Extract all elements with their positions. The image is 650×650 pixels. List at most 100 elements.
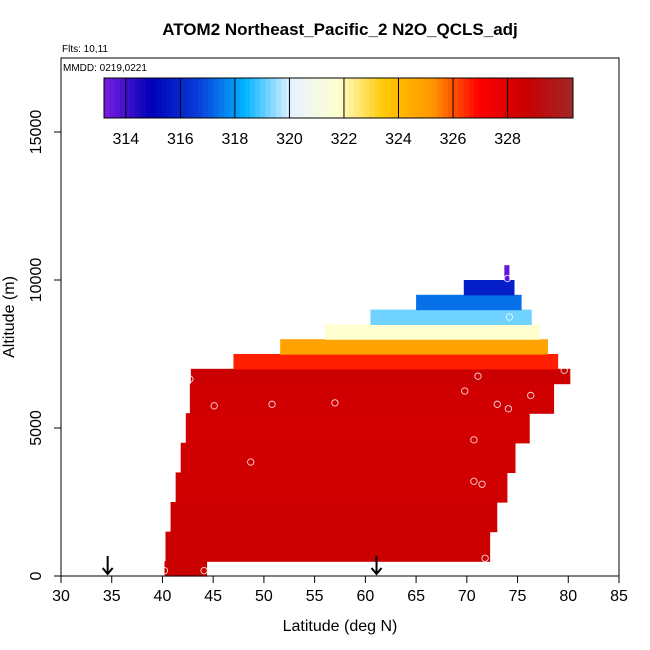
heatmap-layer-10 xyxy=(324,324,540,340)
colorbar-cell xyxy=(401,78,407,118)
colorbar-cell xyxy=(281,78,287,118)
observation-point xyxy=(331,399,339,407)
colorbar-cell xyxy=(218,78,225,118)
colorbar-tick-label: 320 xyxy=(276,131,303,148)
colorbar-tick-label: 326 xyxy=(440,131,467,148)
colorbar-cell xyxy=(145,78,152,118)
colorbar-cell xyxy=(536,78,543,118)
heatmap-layer-0 xyxy=(164,561,208,577)
colorbar-cell xyxy=(135,78,141,118)
colorbar-cell xyxy=(468,78,475,118)
colorbar-cell xyxy=(239,78,246,118)
colorbar-cell xyxy=(526,78,532,118)
heatmap-layer-1 xyxy=(165,531,491,562)
colorbar-tick-label: 324 xyxy=(385,131,412,148)
colorbar-cell xyxy=(479,78,485,118)
observation-point xyxy=(247,458,255,466)
colorbar-cell xyxy=(390,78,397,118)
colorbar-cell xyxy=(322,78,329,118)
colorbar-cell xyxy=(197,78,204,118)
colorbar-cell xyxy=(447,78,454,118)
observation-point xyxy=(478,480,486,488)
colorbar-cell xyxy=(364,78,371,118)
colorbar-cell xyxy=(541,78,548,118)
colorbar-cell xyxy=(192,78,199,118)
colorbar-cell xyxy=(437,78,444,118)
x-tick-label: 35 xyxy=(103,588,121,605)
y-tick-label: 15000 xyxy=(28,110,45,155)
observation-point xyxy=(560,366,568,374)
colorbar-cell xyxy=(130,78,136,118)
colorbar-cell xyxy=(406,78,412,118)
colorbar-cell xyxy=(124,78,131,118)
heatmap-layer-5 xyxy=(185,413,530,444)
colorbar-cell xyxy=(104,78,110,118)
colorbar-tick-label: 322 xyxy=(331,131,358,148)
colorbar-cell xyxy=(249,78,256,118)
colorbar-cell xyxy=(307,78,313,118)
colorbar-cell xyxy=(260,78,267,118)
observation-point xyxy=(210,402,218,410)
flight-arrows xyxy=(101,556,383,576)
colorbar-cell xyxy=(427,78,433,118)
colorbar-cell xyxy=(333,78,339,118)
colorbar-cell xyxy=(458,78,465,118)
observation-point xyxy=(160,567,169,575)
arrow-marker-1 xyxy=(370,556,383,576)
y-axis: 0 5000 10000 15000 xyxy=(28,110,61,580)
x-tick-label: 60 xyxy=(356,588,374,605)
heatmap-layer-14 xyxy=(504,265,510,281)
colorbar-cell xyxy=(166,78,173,118)
colorbar-cell xyxy=(114,78,121,118)
y-tick-label: 5000 xyxy=(28,410,45,446)
y-tick-label: 10000 xyxy=(28,258,45,303)
colorbar-cell xyxy=(109,78,115,118)
heatmap-layer-4 xyxy=(180,442,516,473)
colorbar-cell xyxy=(442,78,449,118)
colorbar-cell xyxy=(552,78,558,118)
colorbar-cell xyxy=(484,78,491,118)
y-axis-label: Altitude (m) xyxy=(1,276,18,358)
colorbar-tick-label: 318 xyxy=(222,131,249,148)
colorbar-cell xyxy=(182,78,188,118)
colorbar-cell xyxy=(187,78,194,118)
colorbar-cell xyxy=(520,78,527,118)
heatmap-layer-12 xyxy=(416,294,522,311)
heatmap-layer-6 xyxy=(189,383,555,414)
colorbar-cell xyxy=(354,78,360,118)
colorbar-cell xyxy=(244,78,251,118)
colorbar-cell xyxy=(374,78,381,118)
colorbar-cell xyxy=(255,78,261,118)
colorbar-cell xyxy=(348,78,355,118)
colorbar-cell xyxy=(223,78,230,118)
colorbar-cell xyxy=(270,78,277,118)
x-axis: 30 35 40 45 50 55 60 65 70 75 80 85 xyxy=(52,576,628,605)
heatmap-layer-9 xyxy=(280,339,548,355)
observation-point xyxy=(504,405,513,413)
colorbar-cell xyxy=(531,78,538,118)
observation-point xyxy=(470,436,478,444)
observation-point xyxy=(527,391,535,400)
colorbar-frame xyxy=(103,77,574,119)
colorbar-cell xyxy=(557,78,564,118)
colorbar-tick-label: 314 xyxy=(112,131,139,148)
colorbar-cell xyxy=(203,78,209,118)
x-tick-label: 80 xyxy=(559,588,577,605)
colorbar-cell xyxy=(208,78,214,118)
x-tick-label: 75 xyxy=(509,588,527,605)
colorbar-cell xyxy=(494,78,501,118)
colorbar-cell xyxy=(432,78,439,118)
colorbar-cell xyxy=(505,78,511,118)
heatmap-layers xyxy=(164,265,571,577)
colorbar-cell xyxy=(453,78,459,118)
colorbar-cell xyxy=(156,78,162,118)
x-tick-label: 50 xyxy=(255,588,273,605)
colorbar-cell xyxy=(317,78,324,118)
heatmap-layer-7 xyxy=(190,368,571,385)
heatmap-layer-8 xyxy=(233,354,559,370)
colorbar-cell xyxy=(140,78,147,118)
x-tick-label: 30 xyxy=(52,588,70,605)
colorbar-cell xyxy=(416,78,423,118)
x-tick-label: 85 xyxy=(610,588,628,605)
